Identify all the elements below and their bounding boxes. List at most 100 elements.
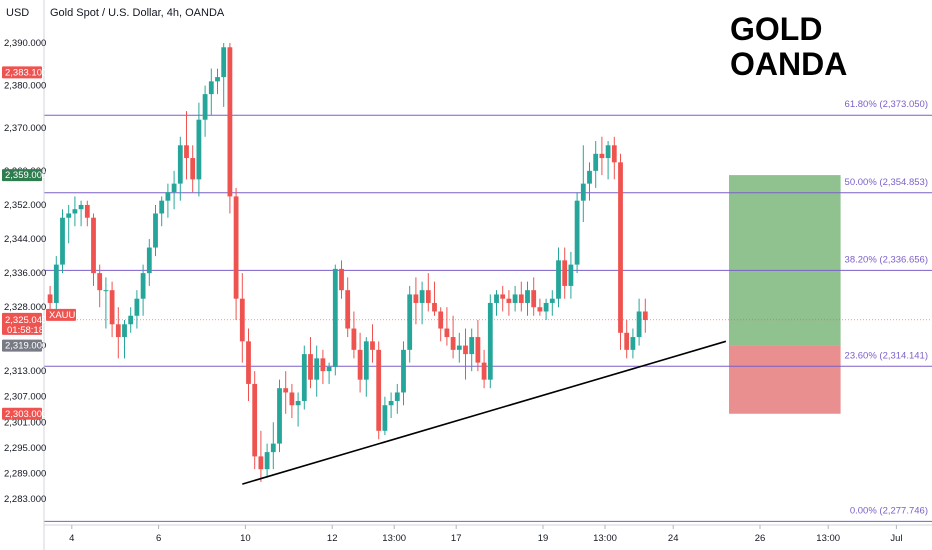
y-tick-label-2: 2,370.000 — [4, 123, 46, 134]
y-tick-label-10: 2,307.000 — [4, 392, 46, 403]
candle-body-83 — [562, 260, 568, 286]
candle-body-75 — [512, 294, 518, 303]
candle-body-34 — [258, 456, 264, 470]
candle-body-89 — [599, 153, 605, 159]
entry-marker-label: 2,319.000 — [5, 341, 47, 352]
candlesticks — [47, 43, 648, 482]
high-marker-label: 2,383.100 — [5, 67, 47, 78]
candle-body-2 — [60, 217, 65, 265]
candle-body-48 — [345, 290, 351, 329]
candle-body-79 — [537, 307, 543, 312]
candle-body-38 — [283, 388, 289, 393]
candle-body-93 — [624, 332, 630, 350]
candle-body-84 — [568, 264, 574, 286]
x-tick-label-0: 4 — [69, 533, 74, 544]
candle-body-10 — [109, 290, 115, 325]
profit-zone[interactable] — [729, 175, 841, 346]
candle-body-31 — [239, 298, 245, 342]
y-tick-label-4: 2,352.000 — [4, 200, 46, 211]
current-price-badge — [2, 312, 42, 335]
trendline-layer — [242, 340, 727, 485]
candle-body-41 — [301, 354, 307, 401]
watermark-line1: GOLD — [730, 11, 822, 47]
y-tick-label-9: 2,313.000 — [4, 366, 46, 377]
candle-body-12 — [122, 324, 127, 338]
candle-body-47 — [339, 268, 344, 291]
candle-body-68 — [469, 337, 475, 355]
loss-zone[interactable] — [729, 345, 841, 414]
y-tick-label-12: 2,295.000 — [4, 443, 46, 454]
candle-body-37 — [277, 388, 282, 444]
candle-body-21 — [177, 145, 183, 184]
candle-body-16 — [146, 247, 152, 274]
current-price-label: 2,325.045 — [5, 315, 47, 326]
fib-label-4: 0.00% (2,277.746) — [850, 505, 928, 516]
candle-body-49 — [351, 328, 357, 350]
candle-body-91 — [611, 145, 617, 163]
candle-body-62 — [432, 302, 437, 312]
x-tick-label-11: Jul — [890, 533, 902, 544]
candle-body-52 — [370, 341, 375, 350]
y-tick-label-0: 2,390.000 — [4, 38, 46, 49]
candle-body-11 — [115, 324, 121, 338]
candle-body-81 — [549, 298, 555, 303]
x-tick-label-10: 13:00 — [816, 533, 840, 544]
candle-body-95 — [636, 311, 642, 338]
candle-body-17 — [153, 213, 158, 248]
candle-body-50 — [357, 349, 363, 380]
candle-body-82 — [556, 260, 561, 299]
candle-body-43 — [314, 358, 320, 380]
candle-body-67 — [463, 345, 468, 355]
candle-body-63 — [438, 311, 444, 329]
candle-body-96 — [642, 311, 648, 321]
candle-body-64 — [444, 328, 450, 338]
candle-body-24 — [196, 119, 202, 180]
y-tick-label-5: 2,344.000 — [4, 234, 46, 245]
candle-body-22 — [184, 145, 189, 159]
candle-body-51 — [363, 341, 369, 380]
candle-body-42 — [308, 354, 313, 380]
chart-title: Gold Spot / U.S. Dollar, 4h, OANDA — [50, 7, 225, 19]
y-tick-label-11: 2,301.000 — [4, 417, 46, 428]
candle-body-69 — [475, 337, 481, 363]
candle-body-15 — [140, 273, 146, 299]
trendline[interactable] — [242, 340, 727, 485]
fib-label-2: 38.20% (2,336.656) — [845, 254, 928, 265]
y-tick-label-1: 2,380.000 — [4, 81, 46, 92]
candle-body-20 — [171, 183, 177, 193]
candle-body-29 — [227, 47, 233, 197]
x-tick-label-5: 17 — [451, 533, 462, 544]
candle-body-26 — [208, 81, 214, 95]
currency-label: USD — [6, 7, 29, 19]
candle-body-58 — [407, 294, 413, 350]
candle-body-77 — [525, 290, 530, 303]
x-tick-label-2: 10 — [240, 533, 251, 544]
candle-body-5 — [78, 204, 84, 210]
x-tick-label-1: 6 — [156, 533, 161, 544]
candle-body-19 — [165, 192, 171, 201]
target-marker-badge — [2, 169, 42, 182]
fib-label-1: 50.00% (2,354.853) — [845, 177, 928, 188]
stop-marker-badge — [2, 407, 42, 420]
candle-body-56 — [394, 392, 400, 401]
candle-body-1 — [53, 264, 59, 303]
high-marker-badge — [2, 66, 42, 79]
position-zones — [729, 175, 841, 414]
candle-body-66 — [456, 345, 462, 350]
watermark-line2: OANDA — [730, 46, 847, 82]
candle-body-76 — [518, 294, 524, 303]
x-tick-label-8: 24 — [668, 533, 679, 544]
candle-body-90 — [605, 145, 611, 159]
candle-body-44 — [320, 358, 326, 372]
candle-body-23 — [190, 158, 196, 180]
candle-body-28 — [221, 47, 227, 78]
candle-body-72 — [494, 294, 499, 303]
candle-body-80 — [543, 302, 549, 312]
candle-body-70 — [481, 362, 487, 380]
candle-body-33 — [252, 383, 258, 457]
candle-body-18 — [159, 200, 165, 214]
candle-body-7 — [91, 217, 96, 274]
